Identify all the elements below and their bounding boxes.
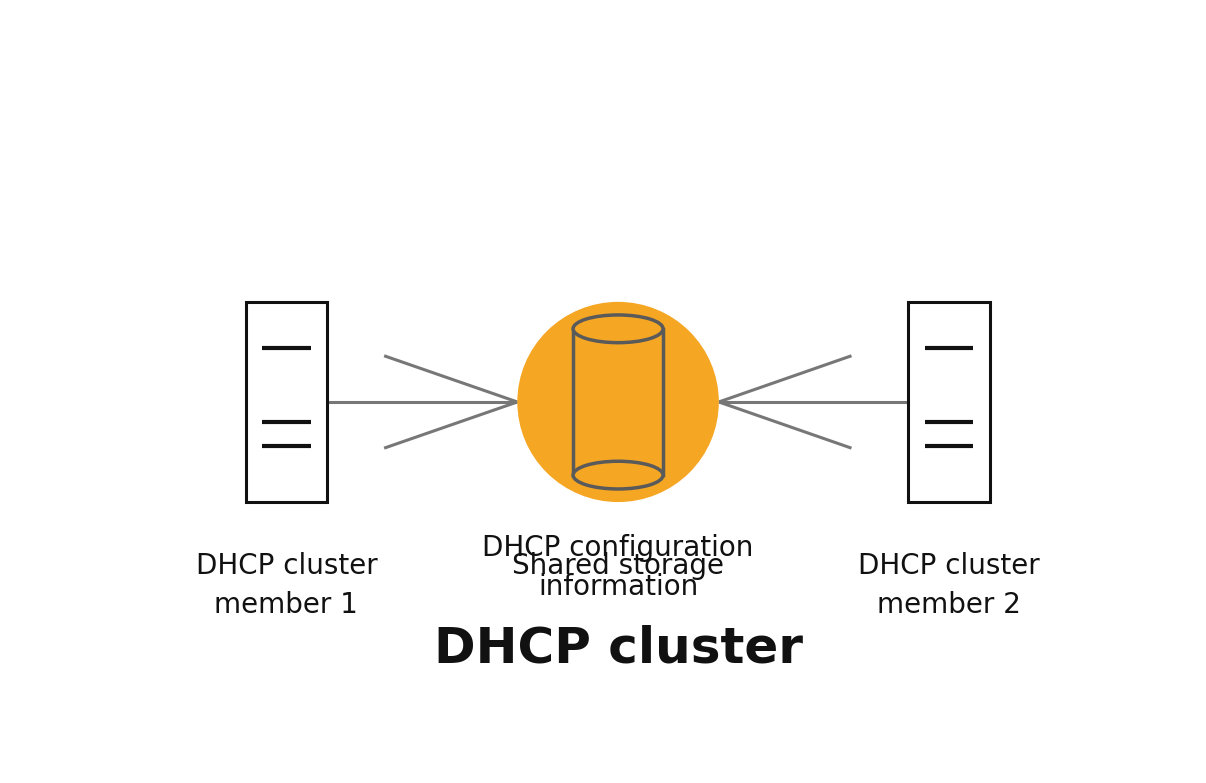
Text: DHCP cluster
member 1: DHCP cluster member 1 [195,552,377,619]
Polygon shape [908,302,990,502]
Ellipse shape [573,315,663,343]
Ellipse shape [573,461,663,489]
Text: Shared storage: Shared storage [513,552,724,580]
Polygon shape [573,329,663,475]
Text: DHCP cluster: DHCP cluster [434,624,802,673]
Circle shape [517,302,719,502]
Polygon shape [246,302,327,502]
Text: DHCP configuration
information: DHCP configuration information [482,534,754,601]
Text: DHCP cluster
member 2: DHCP cluster member 2 [859,552,1040,619]
